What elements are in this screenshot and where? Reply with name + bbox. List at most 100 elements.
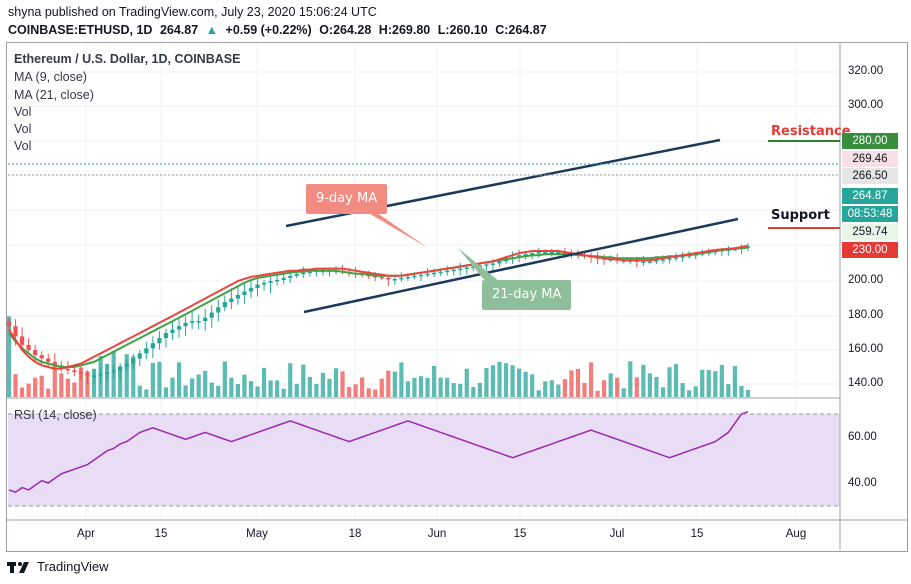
- volume-bar: [157, 361, 162, 397]
- volume-bar: [294, 383, 299, 397]
- volume-bar: [464, 368, 469, 397]
- x-tick-label: Apr: [77, 528, 95, 540]
- legend-ma9: MA (9, close): [14, 70, 87, 84]
- volume-bar: [654, 376, 659, 397]
- price-tag: 266.50: [842, 168, 898, 184]
- ma9-callout-pointer: [360, 208, 428, 248]
- price-change: +0.59 (+0.22%): [225, 23, 312, 37]
- candle-body: [405, 276, 411, 279]
- chart-frame[interactable]: [6, 42, 908, 552]
- candle-body: [392, 278, 397, 281]
- price-tag: 269.46: [842, 151, 898, 167]
- legend-ma21: MA (21, close): [14, 88, 94, 102]
- tradingview-footer[interactable]: TradingView: [7, 559, 109, 574]
- candle-body: [379, 276, 384, 279]
- rsi-tick-label: 40.00: [848, 477, 877, 489]
- volume-bar: [235, 384, 241, 397]
- volume-bar: [229, 377, 234, 397]
- candle-body: [91, 375, 97, 377]
- volume-bar: [301, 364, 306, 397]
- volume-bar: [281, 388, 286, 397]
- candle-body: [19, 336, 25, 345]
- candle-body: [222, 302, 227, 308]
- volume-bar: [340, 371, 345, 397]
- volume-bar: [726, 384, 731, 397]
- rsi-band: [8, 414, 840, 506]
- volume-bar: [503, 363, 509, 397]
- volume-bar: [438, 377, 443, 397]
- volume-bar: [190, 378, 195, 397]
- volume-bar: [431, 365, 437, 397]
- volume-bar: [59, 373, 64, 397]
- volume-bar: [353, 384, 358, 397]
- volume-bar: [346, 386, 352, 397]
- ma21-callout: 21-day MA: [482, 280, 572, 310]
- ma9-callout: 9-day MA: [306, 184, 388, 214]
- volume-bar: [268, 380, 273, 397]
- volume-bar: [320, 372, 326, 397]
- candle-body: [26, 344, 31, 350]
- candle-body: [52, 361, 57, 366]
- volume-bar: [673, 364, 679, 397]
- candle-body: [72, 370, 77, 373]
- volume-bar: [693, 386, 698, 397]
- volume-bar: [628, 361, 633, 397]
- candle-body: [399, 277, 404, 280]
- volume-bar: [275, 380, 280, 397]
- candle-body: [261, 282, 267, 285]
- volume-bar: [314, 383, 319, 397]
- candle-body: [549, 252, 554, 254]
- legend-vol-3: Vol: [14, 139, 32, 153]
- price-tag: 259.74: [842, 224, 898, 240]
- published-line: shyna published on TradingView.com, July…: [8, 5, 377, 19]
- price-tag: 280.00: [842, 133, 898, 149]
- volume-bar: [536, 390, 541, 397]
- candle-body: [641, 261, 646, 263]
- candle-body: [745, 246, 751, 248]
- candle-body: [471, 266, 476, 269]
- volume-bar: [582, 382, 587, 397]
- volume-bar: [183, 385, 188, 397]
- volume-bar: [131, 356, 136, 397]
- volume-bar: [687, 390, 692, 397]
- candle-body: [647, 261, 653, 263]
- volume-bar: [602, 380, 607, 397]
- candle-body: [654, 260, 659, 262]
- candle-body: [111, 370, 116, 373]
- volume-bar: [163, 387, 169, 397]
- volume-bar: [360, 377, 365, 397]
- volume-bar: [209, 382, 214, 397]
- volume-bar: [33, 377, 38, 397]
- high-value: H:269.80: [378, 23, 431, 37]
- volume-bar: [615, 377, 620, 397]
- volume-bar: [144, 389, 149, 397]
- volume-bar: [248, 381, 254, 397]
- volume-bar: [569, 370, 574, 397]
- candle-body: [235, 295, 241, 299]
- candle-body: [556, 252, 561, 254]
- volume-bar: [523, 371, 528, 397]
- up-arrow-icon: ▲: [205, 23, 219, 37]
- volume-bar: [118, 366, 123, 397]
- candle-body: [33, 350, 38, 356]
- candle-body: [673, 257, 679, 259]
- volume-bar: [647, 373, 653, 397]
- volume-bar: [327, 378, 332, 397]
- volume-bar: [490, 365, 496, 397]
- volume-bar: [124, 354, 129, 397]
- candle-body: [503, 259, 509, 262]
- volume-bar: [543, 381, 548, 397]
- volume-bar: [65, 378, 70, 397]
- volume-bar: [392, 371, 397, 397]
- volume-bar: [634, 377, 639, 397]
- candle-body: [438, 271, 443, 274]
- ma9-line: [8, 244, 749, 370]
- candle-body: [39, 355, 44, 359]
- candle-body: [124, 363, 129, 367]
- volume-bar: [608, 373, 613, 397]
- volume-bar: [46, 388, 51, 397]
- volume-bar: [242, 374, 247, 397]
- candles: [6, 243, 751, 384]
- ma21-callout-pointer: [458, 248, 500, 282]
